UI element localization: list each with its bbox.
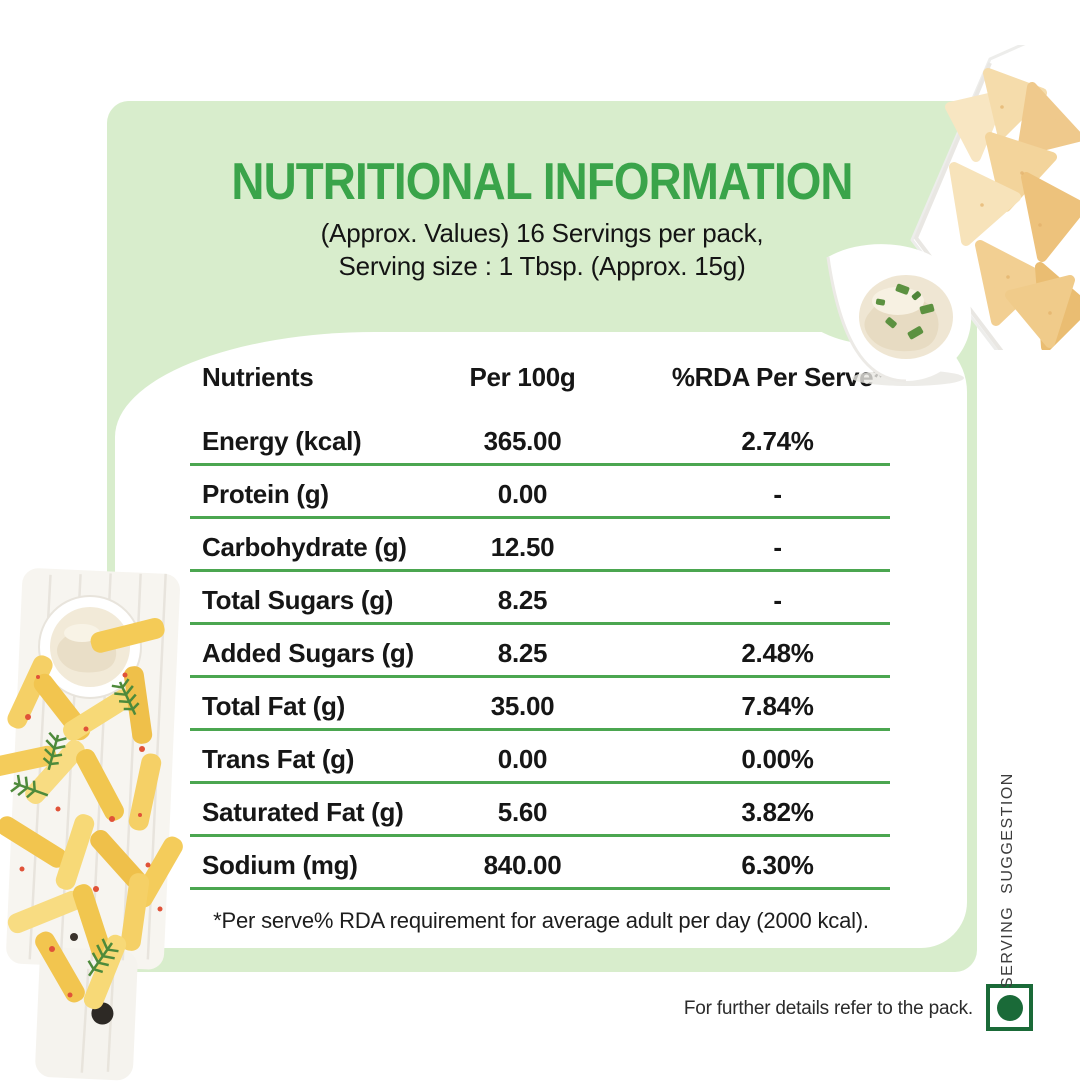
table-header-row: Nutrients Per 100g %RDA Per Serve* bbox=[190, 355, 890, 393]
vegetarian-dot bbox=[996, 994, 1023, 1021]
nutrient-rda: 7.84% bbox=[741, 691, 814, 721]
nutrient-name: Added Sugars (g) bbox=[202, 638, 414, 668]
nutrient-rda: - bbox=[773, 585, 782, 615]
nutrient-name: Protein (g) bbox=[202, 479, 329, 509]
nutrient-per-100g: 8.25 bbox=[497, 638, 548, 668]
nutrient-per-100g: 840.00 bbox=[483, 850, 562, 880]
rda-footnote: *Per serve% RDA requirement for average … bbox=[213, 908, 869, 933]
serving-info: (Approx. Values) 16 Servings per pack, S… bbox=[107, 217, 977, 283]
nutrient-name: Total Fat (g) bbox=[202, 691, 345, 721]
serving-info-line1: (Approx. Values) 16 Servings per pack, bbox=[320, 218, 764, 248]
fries-board-image bbox=[0, 568, 183, 1081]
nutrient-rda: 0.00% bbox=[741, 744, 814, 774]
nutrient-rda: 2.74% bbox=[741, 426, 814, 456]
table-row: Energy (kcal) 365.00 2.74% bbox=[190, 413, 890, 466]
serving-suggestion-label: SERVING SUGGESTION bbox=[999, 772, 1016, 988]
page-title: NUTRITIONAL INFORMATION bbox=[231, 153, 853, 211]
nutrient-per-100g: 5.60 bbox=[497, 797, 548, 827]
nutrient-name: Carbohydrate (g) bbox=[202, 532, 407, 562]
nutrition-table: Nutrients Per 100g %RDA Per Serve* Energ… bbox=[190, 355, 890, 890]
table-row: Sodium (mg) 840.00 6.30% bbox=[190, 837, 890, 890]
nutrient-per-100g: 0.00 bbox=[497, 479, 548, 509]
nutrient-name: Sodium (mg) bbox=[202, 850, 358, 880]
serving-info-line2: Serving size : 1 Tbsp. (Approx. 15g) bbox=[338, 251, 746, 281]
nutrient-per-100g: 365.00 bbox=[483, 426, 562, 456]
table-row: Carbohydrate (g) 12.50 - bbox=[190, 519, 890, 572]
nutrient-name: Total Sugars (g) bbox=[202, 585, 394, 615]
nutrient-rda: - bbox=[773, 532, 782, 562]
further-details-note: For further details refer to the pack. bbox=[683, 998, 973, 1019]
nutrient-per-100g: 8.25 bbox=[497, 585, 548, 615]
nutrient-per-100g: 12.50 bbox=[490, 532, 555, 562]
dip-bowl-image bbox=[826, 244, 972, 386]
white-table-panel bbox=[115, 332, 967, 948]
nutrient-name: Saturated Fat (g) bbox=[202, 797, 404, 827]
nutrient-name: Energy (kcal) bbox=[202, 426, 362, 456]
table-row: Saturated Fat (g) 5.60 3.82% bbox=[190, 784, 890, 837]
nutrient-rda: 6.30% bbox=[741, 850, 814, 880]
table-row: Trans Fat (g) 0.00 0.00% bbox=[190, 731, 890, 784]
table-row: Protein (g) 0.00 - bbox=[190, 466, 890, 519]
nutrient-rda: 2.48% bbox=[741, 638, 814, 668]
nutrient-name: Trans Fat (g) bbox=[202, 744, 355, 774]
nutrient-rda: 3.82% bbox=[741, 797, 814, 827]
table-body: Energy (kcal) 365.00 2.74% Protein (g) 0… bbox=[190, 413, 890, 890]
nutrient-per-100g: 0.00 bbox=[497, 744, 548, 774]
vegetarian-mark-icon bbox=[986, 984, 1033, 1031]
column-header-per-100g: Per 100g bbox=[469, 362, 576, 392]
column-header-rda-per-serve: %RDA Per Serve* bbox=[671, 362, 884, 392]
table-row: Total Fat (g) 35.00 7.84% bbox=[190, 678, 890, 731]
nutrient-per-100g: 35.00 bbox=[490, 691, 555, 721]
table-row: Added Sugars (g) 8.25 2.48% bbox=[190, 625, 890, 678]
column-header-nutrients: Nutrients bbox=[202, 362, 314, 392]
nutrient-rda: - bbox=[773, 479, 782, 509]
table-row: Total Sugars (g) 8.25 - bbox=[190, 572, 890, 625]
